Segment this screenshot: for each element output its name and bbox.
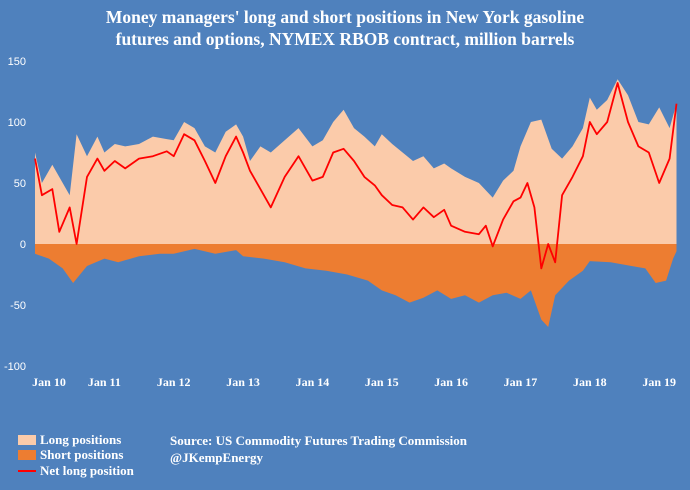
source-note: Source: US Commodity Futures Trading Com…: [170, 432, 467, 466]
plot-area: [34, 79, 678, 327]
legend-label-short: Short positions: [40, 447, 124, 463]
x-tick-label: Jan 10: [32, 375, 66, 389]
x-tick-label: Jan 14: [296, 375, 330, 389]
y-tick-label: 0: [20, 239, 26, 251]
chart-title-line-2: futures and options, NYMEX RBOB contract…: [115, 29, 575, 49]
x-tick-label: Jan 12: [157, 375, 191, 389]
author-handle: @JKempEnergy: [170, 450, 263, 465]
x-tick-label: Jan 16: [434, 375, 468, 389]
y-axis: 150 100 50 0 -50 -100: [4, 56, 26, 373]
x-tick-label: Jan 13: [226, 375, 260, 389]
x-tick-label: Jan 11: [88, 375, 121, 389]
y-tick-label: 100: [8, 117, 26, 129]
x-tick-label: Jan 15: [365, 375, 399, 389]
y-tick-label: -100: [4, 361, 26, 373]
y-tick-label: -50: [10, 300, 26, 312]
x-tick-label: Jan 18: [573, 375, 607, 389]
chart-title-line-1: Money managers' long and short positions…: [105, 7, 585, 27]
series-short-area: [35, 244, 677, 327]
y-tick-label: 50: [14, 178, 26, 190]
legend: Long positions Short positions Net long …: [18, 432, 134, 479]
legend-item-short: Short positions: [18, 447, 134, 464]
legend-swatch-short: [18, 450, 36, 461]
x-tick-label: Jan 17: [504, 375, 538, 389]
legend-label-long: Long positions: [40, 431, 122, 447]
x-axis: Jan 10 Jan 11 Jan 12 Jan 13 Jan 14 Jan 15 Jan …: [32, 375, 676, 389]
x-tick-label: Jan 19: [642, 375, 676, 389]
series-long-area: [35, 79, 677, 244]
legend-item-net: Net long position: [18, 463, 134, 479]
legend-swatch-long: [18, 434, 36, 445]
legend-label-net: Net long position: [40, 462, 134, 478]
legend-swatch-net: [18, 469, 36, 472]
series-net-line: [34, 82, 678, 270]
legend-item-long: Long positions: [18, 432, 134, 448]
source-line: Source: US Commodity Futures Trading Com…: [170, 433, 467, 448]
y-tick-label: 150: [8, 56, 26, 68]
